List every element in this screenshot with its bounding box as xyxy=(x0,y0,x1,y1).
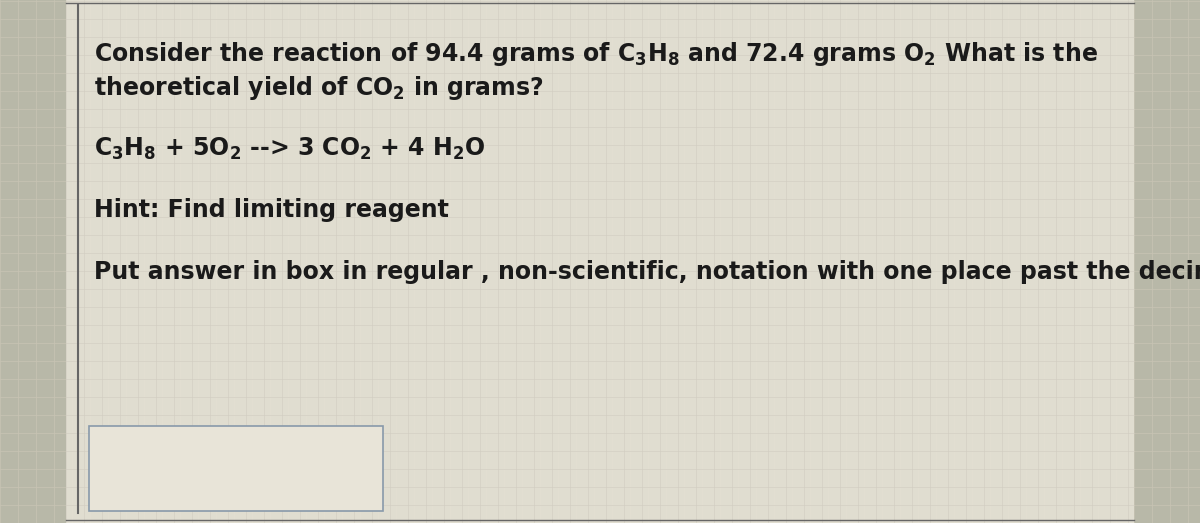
Text: Put answer in box in regular , non-scientific, notation with one place past the : Put answer in box in regular , non-scien… xyxy=(94,260,1200,284)
Text: Hint: Find limiting reagent: Hint: Find limiting reagent xyxy=(94,198,449,222)
Text: Consider the reaction of 94.4 grams of $\mathregular{C_3H_8}$ and 72.4 grams $\m: Consider the reaction of 94.4 grams of $… xyxy=(94,40,1098,68)
Bar xyxy=(89,426,383,511)
Text: theoretical yield of $\mathregular{CO_2}$ in grams?: theoretical yield of $\mathregular{CO_2}… xyxy=(94,74,544,102)
Bar xyxy=(66,0,1134,523)
Text: $\mathregular{C_3H_8}$ + 5$\mathregular{O_2}$ --> 3 $\mathregular{CO_2}$ + 4 $\m: $\mathregular{C_3H_8}$ + 5$\mathregular{… xyxy=(94,136,486,162)
